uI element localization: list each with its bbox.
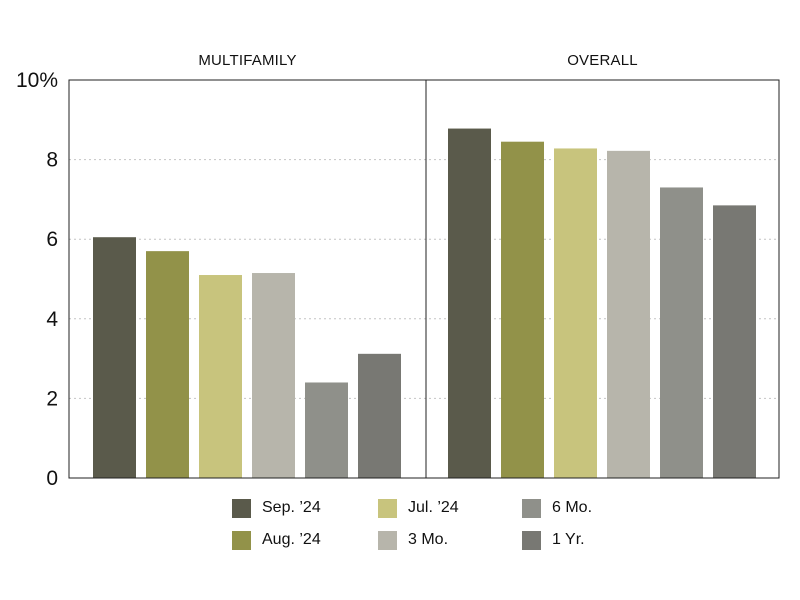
legend: Sep. ’24 Aug. ’24 Jul. ’24 3 Mo. 6 Mo. 1 Yr.	[232, 496, 652, 566]
y-tick-label: 10%	[16, 69, 58, 92]
legend-item: 1 Yr.	[522, 528, 585, 552]
bars	[93, 128, 756, 478]
bar	[660, 187, 703, 478]
y-tick-label: 4	[46, 308, 58, 331]
bar	[448, 128, 491, 478]
legend-swatch	[378, 498, 397, 518]
bar	[199, 275, 242, 478]
y-tick-label: 8	[46, 149, 58, 172]
legend-swatch	[522, 530, 541, 550]
legend-label: 3 Mo.	[408, 531, 449, 548]
legend-item: Jul. ’24	[378, 496, 459, 520]
bar	[554, 148, 597, 478]
legend-item: Aug. ’24	[232, 528, 321, 552]
bar	[501, 141, 544, 478]
legend-label: Jul. ’24	[408, 499, 459, 516]
bar	[713, 205, 756, 478]
bar	[146, 251, 189, 478]
bar	[358, 353, 401, 478]
plot-frame	[68, 79, 780, 479]
legend-label: 1 Yr.	[552, 531, 585, 548]
panel-title: MULTIFAMILY	[198, 52, 296, 69]
bar	[305, 382, 348, 478]
bar	[252, 273, 295, 478]
panel-titles: MULTIFAMILY OVERALL	[198, 52, 637, 69]
legend-item: Sep. ’24	[232, 496, 321, 520]
bar	[607, 150, 650, 478]
y-tick-label: 0	[46, 467, 58, 490]
legend-item: 3 Mo.	[378, 528, 448, 552]
y-tick-label: 6	[46, 228, 58, 251]
legend-swatch	[378, 530, 397, 550]
legend-swatch	[232, 498, 251, 518]
plot-border	[68, 79, 780, 479]
legend-item: 6 Mo.	[522, 496, 592, 520]
legend-label: 6 Mo.	[552, 499, 593, 516]
legend-swatch	[522, 498, 541, 518]
legend-label: Aug. ’24	[262, 531, 321, 548]
y-tick-label: 2	[46, 387, 58, 410]
legend-label: Sep. ’24	[262, 499, 321, 516]
legend-swatch	[232, 530, 251, 550]
panel-title: OVERALL	[567, 52, 638, 69]
y-axis-ticks: 0 2 4 6 8 10%	[16, 69, 58, 490]
bar	[93, 237, 136, 478]
